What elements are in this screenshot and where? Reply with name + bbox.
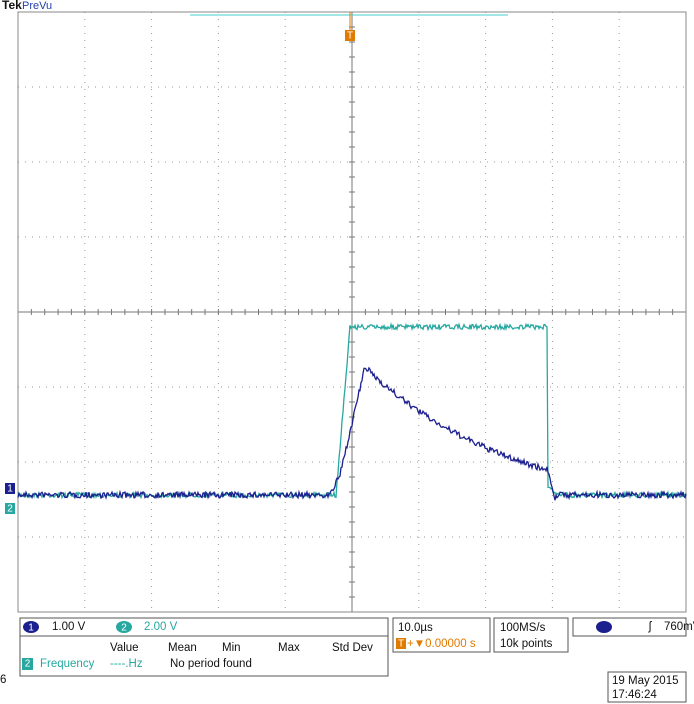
meas-header: Std Dev [332, 642, 373, 654]
oscilloscope-screen: Tek PreVu T 1 2 1 1.00 V 2 2.00 V Value … [0, 0, 694, 704]
trigger-source-badge [596, 621, 612, 633]
date: 19 May 2015 [612, 675, 679, 687]
trigger-level[interactable]: 760mV [664, 621, 694, 633]
brand: Tek [2, 0, 22, 12]
ch2-scale[interactable]: 2.00 V [144, 621, 178, 633]
timebase-scale[interactable]: 10.0µs [398, 622, 433, 634]
meas-value: ----.Hz [110, 658, 143, 670]
ch1-badge-label[interactable]: 1 [28, 623, 34, 634]
sample-rate[interactable]: 100MS/s [500, 622, 546, 634]
mode: PreVu [22, 0, 52, 12]
edge-label: 6 [0, 674, 6, 686]
ch1-marker-label: 1 [7, 484, 13, 495]
record-length[interactable]: 10k points [500, 638, 553, 650]
meas-header: Value [110, 642, 139, 654]
ch1-scale[interactable]: 1.00 V [52, 621, 86, 633]
meas-header: Max [278, 642, 300, 654]
time: 17:46:24 [612, 689, 657, 701]
meas-status: No period found [170, 658, 252, 670]
ch2-marker-label: 2 [7, 504, 13, 515]
timebase-position[interactable]: +▼0.00000 s [407, 638, 476, 650]
meas-header: Min [222, 642, 241, 654]
background [0, 0, 694, 704]
timebase-icon: T [398, 639, 404, 650]
ch2-badge-label[interactable]: 2 [121, 623, 127, 634]
trigger-marker: T [347, 31, 353, 42]
meas-channel: 2 [25, 659, 31, 670]
meas-name[interactable]: Frequency [40, 658, 95, 670]
meas-header: Mean [168, 642, 197, 654]
